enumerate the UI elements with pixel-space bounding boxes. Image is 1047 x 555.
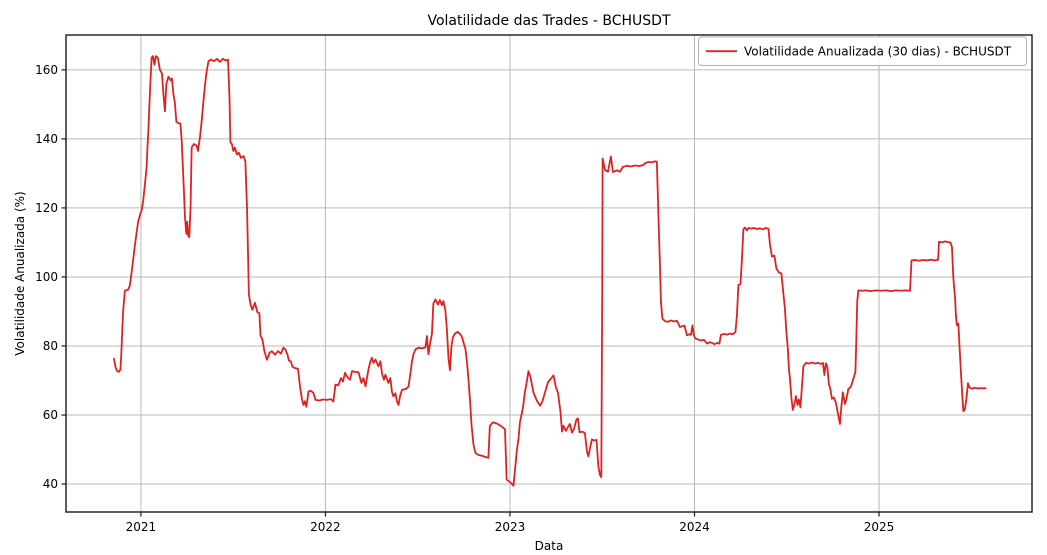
- chart-title: Volatilidade das Trades - BCHUSDT: [427, 13, 670, 29]
- y-tick-label: 80: [43, 339, 58, 353]
- y-tick-label: 160: [35, 63, 58, 77]
- tick-layer: 2021 2022 2023 2024 2025 40 60 80 100 120 140 160: [35, 63, 894, 534]
- series-layer: [113, 55, 987, 487]
- y-tick-label: 40: [43, 477, 58, 491]
- x-tick-label: 2025: [864, 520, 895, 534]
- y-tick-label: 120: [35, 201, 58, 215]
- legend-box: [698, 36, 1027, 66]
- plot-border: [65, 34, 1033, 513]
- y-axis-label: Volatilidade Anualizada (%): [13, 191, 27, 355]
- y-tick-label: 100: [35, 270, 58, 284]
- x-tick-label: 2023: [495, 520, 526, 534]
- x-tick-label: 2021: [126, 520, 157, 534]
- grid-layer: [66, 35, 1032, 512]
- plot-area: [66, 35, 1032, 512]
- series-line: [113, 55, 987, 487]
- legend: Volatilidade Anualizada (30 dias) - BCHU…: [698, 36, 1027, 66]
- legend-label: Volatilidade Anualizada (30 dias) - BCHU…: [744, 45, 1012, 59]
- x-tick-label: 2022: [310, 520, 341, 534]
- y-tick-label: 140: [35, 132, 58, 146]
- y-tick-label: 60: [43, 408, 58, 422]
- x-tick-label: 2024: [679, 520, 710, 534]
- x-axis-label: Data: [535, 539, 564, 553]
